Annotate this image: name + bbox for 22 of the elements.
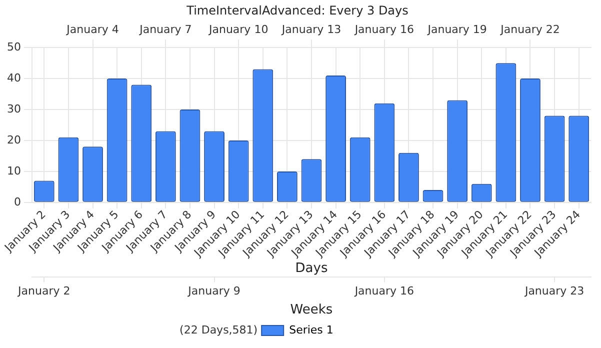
text: Weeks <box>290 302 333 318</box>
x2-tick-label: January 4 <box>66 22 119 36</box>
y-tick-label: 0 <box>14 195 21 208</box>
text: January 16 <box>354 284 414 298</box>
legend-title: (22 Days,581) <box>180 323 258 336</box>
x2-tick-label: January 13 <box>280 22 342 36</box>
text: January 9 <box>187 284 240 298</box>
y-tick-label: 30 <box>6 102 21 116</box>
x2-tick-label: January 19 <box>426 22 487 36</box>
x-axis-title: Days <box>295 260 328 276</box>
text: January 23 <box>524 284 584 298</box>
y-tick-label: 50 <box>6 40 21 54</box>
x2-tick-label: January 16 <box>354 22 414 36</box>
y-tick-label: 20 <box>6 133 21 146</box>
x2-tick-label: January 22 <box>500 22 560 36</box>
y-tick-label: 40 <box>6 71 21 84</box>
x2-tick-label: January 10 <box>208 22 268 36</box>
x2-tick-label: January 7 <box>138 22 192 36</box>
y-tick-label: 10 <box>6 164 21 178</box>
legend-label: Series 1 <box>289 323 334 336</box>
chart-title: TimeIntervalAdvanced: Every 3 Days <box>186 3 408 18</box>
text: January 2 <box>17 284 70 298</box>
